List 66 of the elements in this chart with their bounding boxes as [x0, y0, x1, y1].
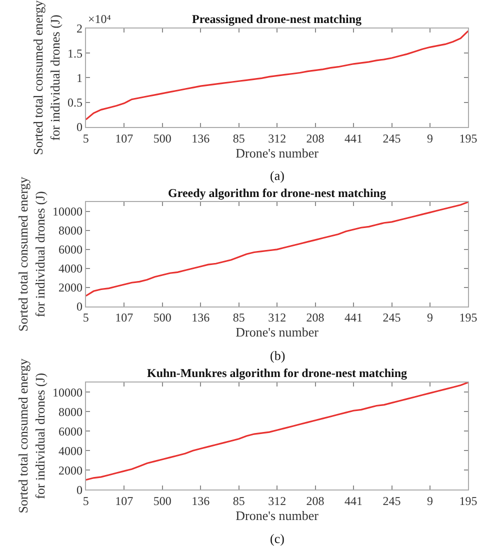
y-tick-label: 8000	[58, 224, 83, 238]
x-tick-label: 9	[427, 494, 434, 508]
x-tick-label: 208	[306, 131, 324, 146]
x-tick-label: 500	[153, 494, 172, 508]
x-tick-label: 136	[192, 310, 210, 325]
x-axis-title: Drone's number	[236, 508, 320, 524]
x-tick-label: 136	[192, 494, 210, 508]
x-tick-label: 107	[115, 131, 134, 146]
text: ×10⁴	[88, 12, 111, 26]
x-tick-label: 208	[306, 494, 324, 508]
y-tick-label: 10000	[52, 204, 83, 219]
y-axis-title: Sorted total consumed energy for individual drones (J)	[30, 0, 62, 156]
x-tick-label: 107	[115, 310, 134, 325]
x-tick-label: 9	[427, 131, 434, 146]
x-tick-label: 441	[344, 131, 363, 146]
x-axis-title: Drone's number	[236, 145, 320, 160]
y-axis-title: Sorted total consumed energy for individual drones (J)	[16, 176, 48, 332]
x-tick-label: 245	[382, 131, 401, 146]
x-tick-label: 5	[82, 131, 89, 146]
x-tick-label: 85	[232, 310, 245, 325]
text: (c)	[270, 531, 284, 546]
x-tick-label: 500	[153, 131, 172, 146]
line-series	[86, 202, 468, 297]
y-tick-label: 2000	[58, 463, 83, 478]
x-tick-label: 5	[82, 494, 89, 508]
y-tick-label: 0	[76, 300, 83, 314]
x-tick-label: 500	[153, 310, 172, 325]
x-tick-label: 208	[306, 310, 324, 325]
x-tick-label: 107	[115, 494, 134, 508]
x-tick-label: 195	[459, 494, 478, 508]
x-tick-label: 312	[268, 131, 286, 146]
x-tick-label: 136	[192, 131, 210, 146]
y-tick-label: 2	[76, 22, 83, 36]
line-series	[86, 382, 468, 481]
y-axis-title: Sorted total consumed energy for individual drones (J)	[16, 358, 48, 514]
chart-title: Greedy algorithm for drone-nest matching	[168, 186, 386, 200]
x-tick-label: 85	[232, 494, 245, 508]
x-tick-label: 441	[344, 494, 363, 508]
y-tick-label: 10000	[52, 385, 83, 400]
y-tick-label: 1	[76, 70, 83, 85]
x-axis-title: Drone's number	[236, 324, 320, 340]
x-tick-label: 441	[344, 310, 363, 325]
line-series	[86, 30, 468, 120]
y-tick-label: 4000	[58, 444, 83, 458]
x-tick-label: 312	[268, 310, 286, 325]
text: (b)	[270, 348, 286, 363]
y-tick-label: 2000	[58, 280, 83, 295]
chart-title: Preassigned drone-nest matching	[192, 12, 362, 26]
y-tick-label: 8000	[58, 404, 83, 419]
y-tick-label: 4000	[58, 262, 83, 276]
text: (a)	[270, 168, 284, 183]
y-tick-label: 0	[76, 482, 83, 497]
x-tick-label: 245	[382, 310, 401, 325]
x-tick-label: 195	[459, 310, 478, 325]
x-tick-label: 195	[459, 131, 478, 146]
x-tick-label: 312	[268, 494, 286, 508]
y-tick-label: 6000	[58, 242, 83, 257]
x-tick-label: 245	[382, 494, 401, 508]
x-tick-label: 85	[232, 131, 245, 146]
y-tick-label: 6000	[58, 424, 83, 438]
y-tick-label: 0.5	[68, 96, 83, 110]
y-tick-label: 1.5	[68, 46, 83, 60]
chart-title: Kuhn-Munkres algorithm for drone-nest matching	[147, 366, 408, 380]
x-tick-label: 9	[427, 310, 434, 325]
x-tick-label: 5	[82, 310, 89, 325]
y-tick-label: 0	[76, 120, 83, 134]
